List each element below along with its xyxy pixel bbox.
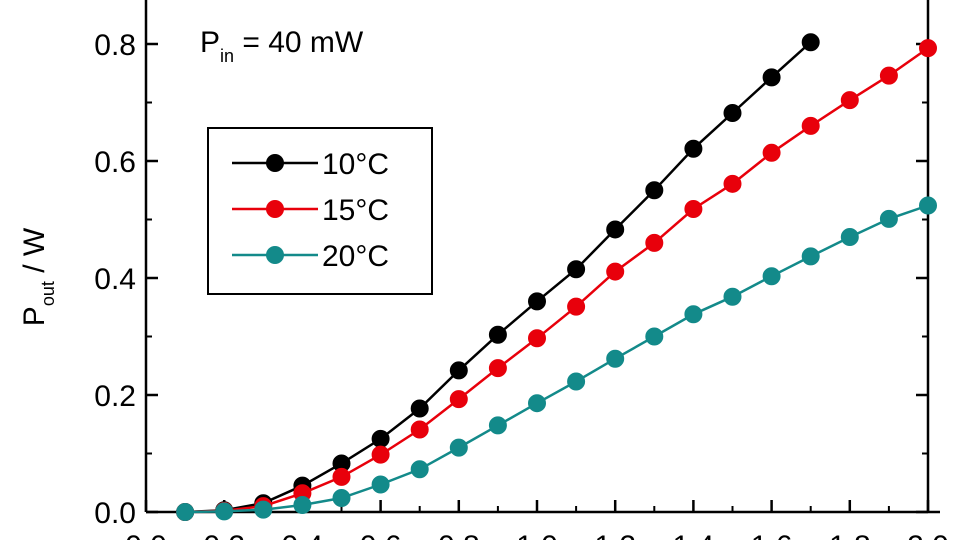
- legend-item: 20°C: [232, 240, 389, 273]
- data-point: [762, 267, 781, 286]
- y-tick-label: 0.0: [94, 497, 136, 530]
- data-point: [762, 68, 781, 87]
- data-point: [801, 116, 820, 135]
- x-tick-label: 1.8: [829, 530, 871, 540]
- data-point: [606, 220, 625, 239]
- legend-marker: [266, 246, 284, 264]
- data-point: [176, 503, 195, 521]
- data-point: [606, 262, 625, 281]
- data-point: [528, 292, 546, 311]
- data-point: [762, 143, 781, 162]
- data-point: [254, 500, 273, 519]
- legend-box: [207, 127, 433, 295]
- legend-marker: [266, 154, 284, 172]
- data-point: [645, 181, 664, 200]
- data-point: [723, 287, 742, 306]
- data-point: [410, 420, 429, 439]
- y-tick-label: 0.6: [94, 146, 136, 179]
- y-tick-label: 0.2: [94, 380, 136, 413]
- data-point: [801, 33, 820, 52]
- data-point: [919, 39, 937, 58]
- data-point: [879, 209, 898, 228]
- data-point: [723, 104, 742, 123]
- data-point: [684, 305, 703, 324]
- legend-marker: [266, 200, 284, 218]
- x-tick-label: 0.2: [203, 530, 245, 540]
- y-tick-label: 0.4: [94, 263, 136, 296]
- data-point: [801, 247, 820, 266]
- y-tick-label: 0.8: [94, 29, 136, 62]
- x-tick-label: 0.0: [125, 530, 167, 540]
- data-point: [919, 196, 937, 215]
- data-point: [488, 359, 507, 378]
- x-tick-label: 1.6: [751, 530, 793, 540]
- series-2: [176, 196, 937, 521]
- series-layer: [176, 33, 937, 521]
- data-point: [488, 416, 507, 435]
- data-point: [840, 228, 859, 247]
- legend: 10°C 15°C 20°C: [207, 127, 433, 295]
- data-point: [215, 502, 234, 521]
- data-point: [684, 139, 703, 158]
- axes: 0.0 0.2 0.4 0.6 0.8 0.0 0.2 0.4 0.6 0.8 1.0 1.2 1.4 1…: [94, 0, 949, 540]
- data-point: [528, 394, 546, 413]
- x-tick-label: 0.8: [438, 530, 480, 540]
- data-point: [567, 297, 586, 316]
- data-point: [645, 233, 664, 252]
- data-point: [449, 390, 468, 409]
- data-point: [449, 438, 468, 457]
- chart-annotation: Pin = 40 mW: [200, 26, 364, 66]
- series-1: [176, 39, 937, 521]
- data-point: [840, 91, 859, 110]
- x-tick-label: 1.2: [594, 530, 636, 540]
- data-point: [528, 329, 546, 348]
- data-point: [567, 260, 586, 279]
- data-point: [371, 429, 390, 448]
- data-point: [645, 327, 664, 346]
- x-tick-label: 1.0: [516, 530, 558, 540]
- data-point: [684, 199, 703, 218]
- x-tick-label: 0.4: [282, 530, 324, 540]
- data-point: [488, 325, 507, 344]
- x-tick-label: 2.0: [907, 530, 949, 540]
- data-point: [879, 66, 898, 85]
- legend-item: 10°C: [232, 148, 389, 181]
- legend-label: 15°C: [322, 194, 389, 227]
- data-point: [371, 475, 390, 494]
- legend-label: 10°C: [322, 148, 389, 181]
- data-point: [567, 372, 586, 391]
- data-point: [332, 488, 351, 507]
- legend-label: 20°C: [322, 240, 389, 273]
- y-axis-title: Pout / W: [18, 227, 58, 326]
- data-point: [410, 460, 429, 479]
- data-point: [293, 495, 312, 514]
- data-point: [449, 361, 468, 380]
- x-tick-label: 1.4: [673, 530, 715, 540]
- x-tick-label: 0.6: [360, 530, 402, 540]
- data-point: [723, 174, 742, 193]
- data-point: [410, 399, 429, 418]
- data-point: [332, 467, 351, 486]
- data-point: [371, 445, 390, 464]
- data-point: [606, 349, 625, 368]
- legend-item: 15°C: [232, 194, 389, 227]
